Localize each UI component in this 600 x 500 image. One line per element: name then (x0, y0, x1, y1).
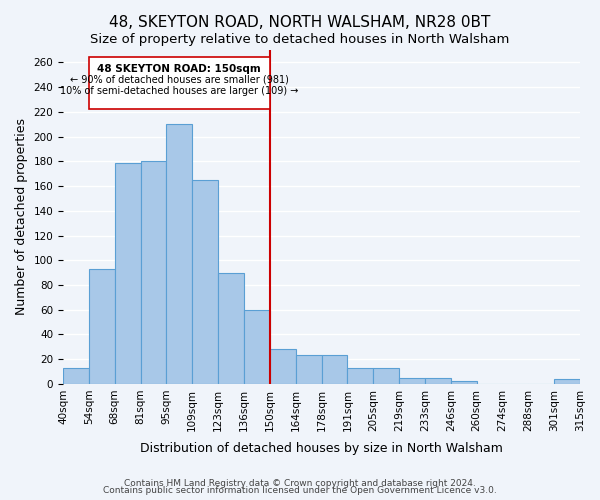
Text: 48 SKEYTON ROAD: 150sqm: 48 SKEYTON ROAD: 150sqm (97, 64, 261, 74)
Bar (166, 124, 192, 384)
Text: 10% of semi-detached houses are larger (109) →: 10% of semi-detached houses are larger (… (60, 86, 299, 96)
Text: 48, SKEYTON ROAD, NORTH WALSHAM, NR28 0BT: 48, SKEYTON ROAD, NORTH WALSHAM, NR28 0B… (109, 15, 491, 30)
Bar (244, 310, 270, 384)
Bar (140, 162, 166, 384)
Bar (63, 368, 89, 384)
Text: Contains HM Land Registry data © Crown copyright and database right 2024.: Contains HM Land Registry data © Crown c… (124, 478, 476, 488)
Text: ← 90% of detached houses are smaller (981): ← 90% of detached houses are smaller (98… (70, 74, 289, 85)
Y-axis label: Number of detached properties: Number of detached properties (15, 118, 28, 316)
Text: Size of property relative to detached houses in North Walsham: Size of property relative to detached ho… (91, 32, 509, 46)
FancyBboxPatch shape (89, 58, 270, 110)
Bar (399, 378, 425, 384)
Bar (218, 272, 244, 384)
X-axis label: Distribution of detached houses by size in North Walsham: Distribution of detached houses by size … (140, 442, 503, 455)
Bar (373, 368, 399, 384)
Bar (554, 379, 580, 384)
Bar (192, 180, 218, 384)
Bar (270, 350, 296, 384)
Text: Contains public sector information licensed under the Open Government Licence v3: Contains public sector information licen… (103, 486, 497, 495)
Bar (322, 356, 347, 384)
Bar (89, 269, 115, 384)
Bar (115, 162, 140, 384)
Bar (451, 382, 476, 384)
Bar (347, 368, 373, 384)
Bar (425, 378, 451, 384)
Bar (296, 356, 322, 384)
